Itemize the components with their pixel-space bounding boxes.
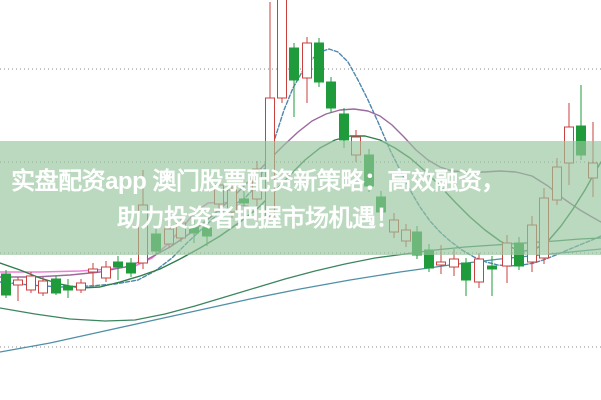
candle-up [214,184,224,205]
candle-down [576,125,586,156]
ma-pink-short [0,201,249,273]
candle-down [51,278,61,294]
candle-down [202,227,212,237]
candle-down [239,198,249,204]
candle-down [289,47,299,81]
candle-up [436,261,446,266]
candle-down [189,226,199,234]
candle-up [277,0,287,99]
candle-up [552,166,562,201]
candle-up [588,162,598,179]
candle-up [302,42,312,79]
candle-up [38,280,48,294]
candle-up [265,97,275,217]
candle-down [461,262,471,281]
candle-up [401,229,411,242]
candle-up [252,168,262,200]
candle-up [227,189,237,213]
candle-up [164,228,174,245]
candle-up [564,126,574,164]
candle-down [376,196,386,213]
candle-down [63,285,73,291]
candle-up [13,279,23,286]
candle-down [1,273,11,296]
candle-down [412,231,422,256]
candle-up [138,204,148,264]
candle-down [487,265,497,270]
candle-up [449,258,459,268]
candle-down [113,261,123,268]
candle-down [326,81,336,109]
candle-up [502,242,512,267]
candle-down [364,154,374,187]
candle-up [389,219,399,233]
candle-down [514,242,524,267]
candle-down [314,42,324,83]
candle-up [101,266,111,279]
candle-up [76,282,86,291]
candle-up [351,136,361,156]
ma-teal-longest [0,248,601,353]
candle-down [424,249,434,269]
candle-up [88,268,98,273]
candle-up [539,197,549,259]
candle-up [474,258,484,283]
candle-up [26,275,36,291]
candle-down [151,233,161,252]
candle-down [126,262,136,274]
candle-up [527,224,537,263]
candle-up [176,222,186,239]
candle-down [339,113,349,141]
